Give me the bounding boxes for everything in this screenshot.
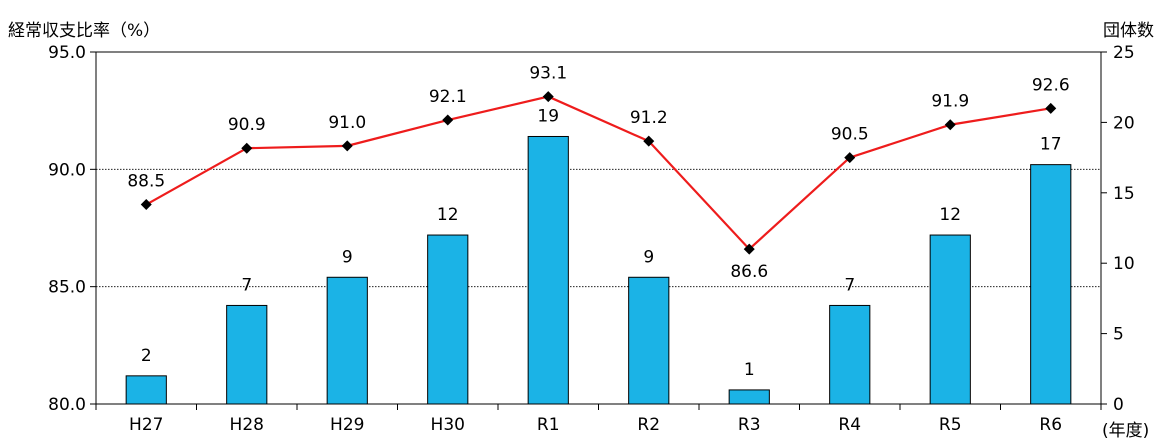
line-value-label: 90.9 [228,115,266,135]
x-axis: H27 H28 H29 H30 R1 R2 R3 R4 R5 R6 [95,404,1102,435]
left-tick-label: 85.0 [48,278,86,298]
left-tick-label: 90.0 [48,160,86,180]
bar-value-label: 7 [844,275,855,295]
line-path [145,95,1051,251]
bar [829,304,871,405]
x-tick-label: H29 [330,415,364,435]
line-point [1045,102,1057,114]
bar [226,304,268,405]
bar-value-label: 12 [939,205,961,225]
line-point [844,152,856,164]
x-tick-label: H27 [129,415,163,435]
line-value-label: 90.5 [831,125,869,145]
line-point [542,91,554,103]
line-point [643,135,655,147]
left-tick-label: 80.0 [48,395,86,415]
line-point [442,114,454,126]
right-tick-label: 5 [1113,325,1124,345]
bar-value-label: 9 [643,247,654,267]
line-value-label: 88.5 [127,172,165,192]
bar-value-label: 17 [1040,135,1062,155]
right-tick-label: 10 [1113,254,1135,274]
line-point [944,119,956,131]
line-value-label: 93.1 [529,64,567,84]
bar [728,389,770,405]
bar-value-label: 9 [342,247,353,267]
bar [125,375,167,405]
line-value-label: 92.6 [1032,75,1070,95]
x-tick-label: R3 [738,415,761,435]
bar-value-label: 7 [241,275,252,295]
x-tick-label: R4 [838,415,861,435]
line-labels: 88.5 90.9 91.0 92.1 93.1 91.2 86.6 90.5 91.9 92.6 [127,64,1069,283]
line-point [341,140,353,152]
bar [427,234,469,405]
x-tick-label: R6 [1039,415,1062,435]
line-series [140,91,1057,255]
line-point [140,199,152,211]
right-axis-title: 団体数 [1103,21,1154,41]
x-tick-label: R1 [537,415,560,435]
right-tick-label: 20 [1113,113,1135,133]
bar-series [125,135,1072,405]
bar-value-label: 2 [141,346,152,366]
x-axis-title: (年度) [1102,421,1149,439]
line-value-label: 91.9 [931,92,969,112]
right-tick-label: 25 [1113,43,1135,63]
line-point [743,243,755,255]
right-tick-label: 0 [1113,395,1124,415]
x-tick-label: R2 [637,415,660,435]
bar [326,276,368,405]
right-axis: 0 5 10 15 20 25 [1101,43,1135,415]
line-point [241,142,253,154]
x-tick-label: H28 [230,415,264,435]
x-tick-label: R5 [939,415,962,435]
x-tick-label: H30 [431,415,465,435]
left-tick-label: 95.0 [48,43,86,63]
bar [1030,164,1072,405]
left-axis-title: 経常収支比率（%） [8,21,160,41]
bar-value-label: 1 [744,360,755,380]
bar-value-label: 12 [437,205,459,225]
bar [527,135,569,405]
bar [628,276,670,405]
bar [929,234,971,405]
line-value-label: 92.1 [429,87,467,107]
bar-value-label: 19 [537,106,559,126]
line-value-label: 91.0 [328,113,366,133]
line-value-label: 86.6 [730,262,768,282]
left-axis: 80.0 85.0 90.0 95.0 [48,43,96,415]
line-value-label: 91.2 [630,108,668,128]
right-tick-label: 15 [1113,184,1135,204]
